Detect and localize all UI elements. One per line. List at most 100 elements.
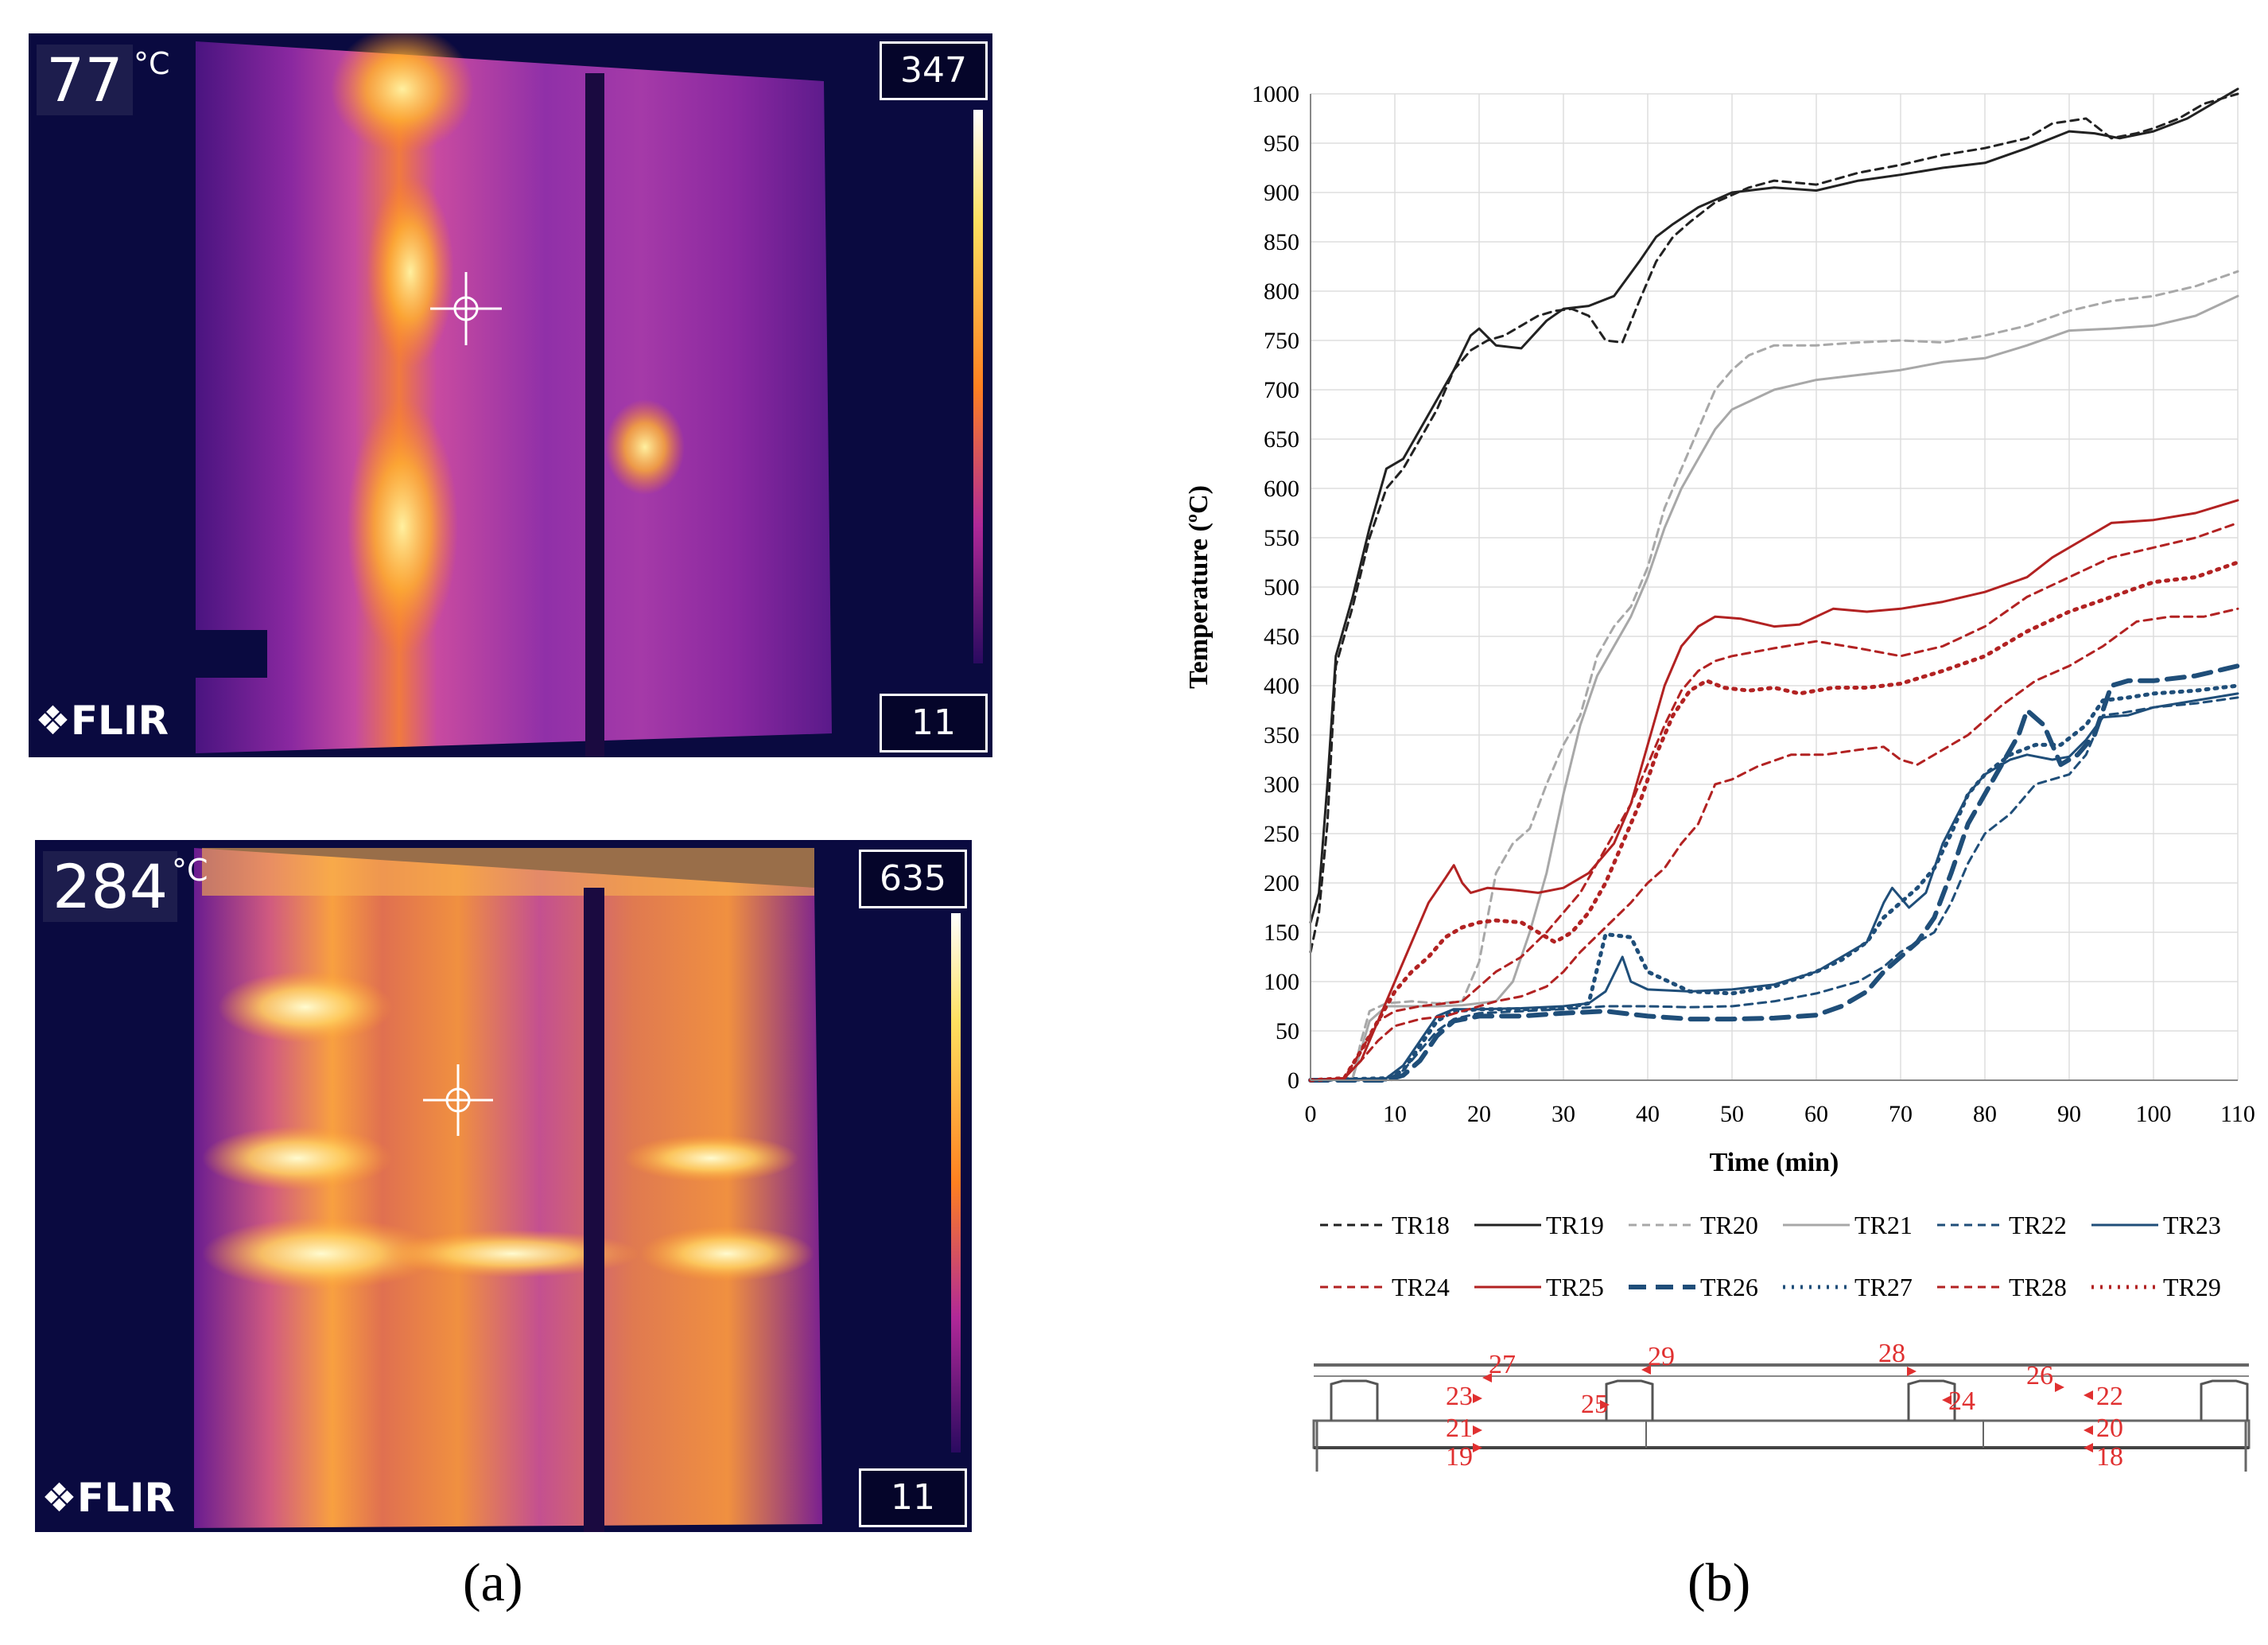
y-tick-label: 50 [1276, 1018, 1299, 1044]
arrow-18 [2084, 1443, 2093, 1452]
arrow-23 [1473, 1394, 1482, 1403]
x-tick-label: 110 [2220, 1101, 2255, 1127]
y-tick-label: 700 [1264, 377, 1299, 403]
flir-logo: ❖FLIR [41, 1475, 175, 1521]
y-tick-label: 150 [1264, 920, 1299, 946]
x-tick-label: 10 [1383, 1101, 1407, 1127]
y-tick-label: 900 [1264, 180, 1299, 206]
thermal-heatmap-bottom [35, 840, 972, 1532]
x-tick-label: 100 [2136, 1101, 2172, 1127]
y-tick-label: 250 [1264, 821, 1299, 847]
y-tick-label: 1000 [1252, 81, 1299, 107]
thermal-image-top: 77 °C 347 11 ❖FLIR [29, 33, 992, 757]
y-tick-label: 0 [1287, 1068, 1299, 1094]
series-line-tr25 [1309, 499, 2239, 1082]
x-axis-label: Time (min) [1710, 1148, 1839, 1177]
panel-label-b: (b) [1687, 1552, 1751, 1612]
chart-series [1308, 88, 2240, 1083]
legend-label-tr21: TR21 [1854, 1211, 1913, 1239]
series-line-tr29 [1308, 560, 2240, 1083]
x-tick-label: 40 [1636, 1101, 1660, 1127]
omega-profile-1 [1330, 1379, 1379, 1421]
series-line-tr21 [1309, 294, 2239, 1082]
legend-label-tr27: TR27 [1854, 1273, 1913, 1301]
chart-grid [1310, 93, 2239, 1081]
legend-label-tr20: TR20 [1700, 1211, 1758, 1239]
omega-profile-2 [1605, 1379, 1654, 1421]
series-line-tr24 [1309, 521, 2239, 1082]
arrow-22 [2084, 1390, 2093, 1400]
flir-brand: FLIR [70, 698, 169, 744]
y-tick-label: 200 [1264, 870, 1299, 896]
temperature-unit: °C [172, 853, 208, 888]
scale-max: 635 [859, 850, 967, 908]
legend-label-tr23: TR23 [2163, 1211, 2221, 1239]
y-tick-label: 300 [1264, 772, 1299, 798]
series-line-tr20 [1309, 270, 2239, 1082]
diagram-label-28: 28 [1878, 1339, 1905, 1368]
diagram-label-20: 20 [2096, 1414, 2123, 1443]
omega-profile-3 [1907, 1379, 1956, 1421]
flir-logo: ❖FLIR [35, 698, 169, 744]
y-tick-label: 550 [1264, 525, 1299, 551]
legend-label-tr26: TR26 [1700, 1273, 1758, 1301]
legend-label-tr25: TR25 [1546, 1273, 1604, 1301]
series-line-tr18 [1309, 92, 2239, 954]
y-tick-label: 400 [1264, 673, 1299, 699]
diagram-label-27: 27 [1489, 1350, 1516, 1379]
y-tick-label: 600 [1264, 476, 1299, 502]
arrow-19 [1473, 1443, 1482, 1452]
thermal-heatmap-top [29, 33, 992, 757]
chart-legend: TR18 TR19 TR20 TR21 TR22 TR23 TR24 TR25 TR26 TR27… [1320, 1211, 2221, 1301]
x-tick-label: 50 [1720, 1101, 1744, 1127]
x-tick-label: 70 [1889, 1101, 1913, 1127]
scale-min: 11 [880, 694, 988, 752]
legend-label-tr19: TR19 [1546, 1211, 1604, 1239]
y-tick-label: 100 [1264, 969, 1299, 995]
diagram-label-23: 23 [1446, 1382, 1473, 1411]
y-tick-label: 800 [1264, 278, 1299, 305]
x-tick-label: 30 [1551, 1101, 1575, 1127]
legend-label-tr24: TR24 [1392, 1273, 1450, 1301]
series-line-tr23 [1309, 692, 2239, 1082]
y-tick-label: 500 [1264, 574, 1299, 601]
diagram-label-29: 29 [1648, 1342, 1675, 1371]
x-tick-label: 90 [2057, 1101, 2081, 1127]
y-tick-label: 750 [1264, 328, 1299, 354]
diagram-label-22: 22 [2096, 1382, 2123, 1411]
x-tick-label: 20 [1467, 1101, 1491, 1127]
temperature-unit: °C [134, 46, 170, 81]
diagram-label-24: 24 [1948, 1386, 1975, 1416]
series-line-tr26 [1308, 663, 2240, 1083]
arrow-24 [1942, 1395, 1951, 1405]
x-tick-label: 60 [1804, 1101, 1828, 1127]
chart-ticks: 0 10 20 30 40 50 60 70 80 90 100 110 0 50 100 150 200 250… [1252, 81, 2255, 1127]
scale-min: 11 [859, 1468, 967, 1527]
arrow-25 [1600, 1400, 1610, 1410]
legend-label-tr29: TR29 [2163, 1273, 2221, 1301]
diagram-label-19: 19 [1446, 1442, 1473, 1472]
y-tick-label: 850 [1264, 229, 1299, 255]
omega-profile-4 [2200, 1379, 2249, 1421]
x-tick-label: 0 [1305, 1101, 1317, 1127]
series-line-tr19 [1309, 88, 2239, 924]
diagram-label-18: 18 [2096, 1442, 2123, 1472]
y-tick-label: 950 [1264, 130, 1299, 157]
y-axis-label: Temperature (ºC) [1184, 485, 1214, 689]
spot-temperature: 77 [37, 45, 133, 115]
diagram-label-26: 26 [2026, 1361, 2053, 1390]
series-line-tr27 [1308, 683, 2240, 1083]
thermal-image-bottom: 284 °C 635 11 ❖FLIR [35, 840, 972, 1532]
scale-max: 347 [880, 41, 988, 100]
legend-label-tr22: TR22 [2009, 1211, 2067, 1239]
temperature-chart: 0 10 20 30 40 50 60 70 80 90 100 110 0 50 100 150 200 250… [1184, 81, 2255, 1472]
panel-label-a: (a) [463, 1552, 523, 1612]
series-line-tr28 [1309, 607, 2239, 1082]
x-tick-label: 80 [1973, 1101, 1997, 1127]
legend-label-tr28: TR28 [2009, 1273, 2067, 1301]
arrow-29 [1641, 1365, 1651, 1375]
flir-brand: FLIR [76, 1475, 175, 1521]
legend-label-tr18: TR18 [1392, 1211, 1450, 1239]
y-tick-label: 650 [1264, 426, 1299, 453]
arrow-28 [1907, 1367, 1917, 1376]
